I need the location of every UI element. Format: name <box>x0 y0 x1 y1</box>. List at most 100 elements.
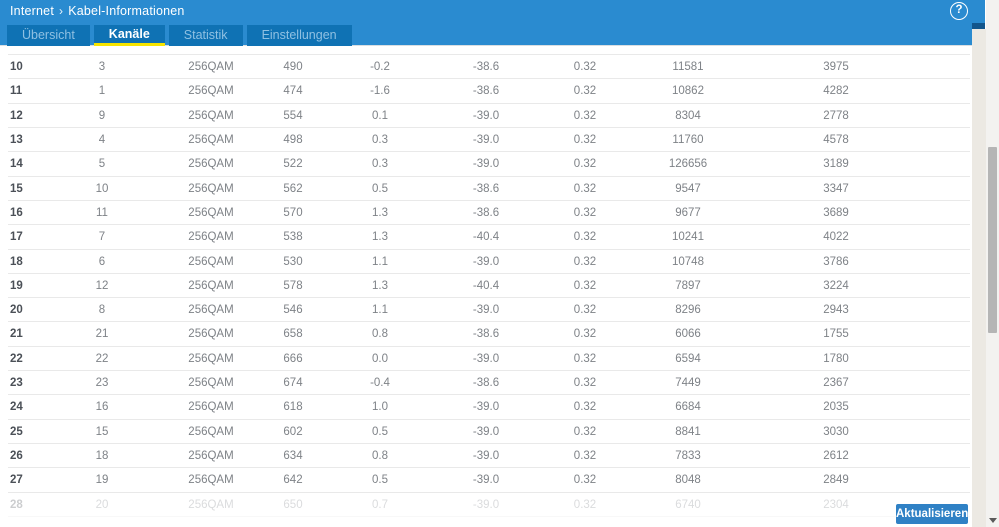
table-cell: 12 <box>10 109 23 122</box>
tab-statistik[interactable]: Statistik <box>168 25 243 46</box>
table-cell: 570 <box>283 206 303 219</box>
table-cell: 19 <box>95 474 109 487</box>
table-cell: 2612 <box>823 450 849 462</box>
table-cell: 16 <box>95 401 109 414</box>
table-cell: 1.3 <box>372 231 388 244</box>
table-cell: 1.1 <box>372 304 388 317</box>
table-cell: 0.1 <box>372 109 388 122</box>
table-cell: 674 <box>283 377 303 390</box>
table-cell: -39.0 <box>472 158 500 171</box>
table-cell: 0.32 <box>573 61 597 73</box>
table-row: 14 5 256QAM 522 0.3 -39.0 0.32 126656 31… <box>8 152 970 177</box>
table-cell: 7833 <box>675 450 701 462</box>
breadcrumb-section: Internet <box>10 4 54 18</box>
table-cell: 498 <box>283 133 303 146</box>
table-cell: 15 <box>10 182 23 195</box>
table-cell: 546 <box>283 304 303 317</box>
table-cell: 22 <box>10 352 23 365</box>
breadcrumb-page: Kabel-Informationen <box>68 4 185 18</box>
table-cell: 256QAM <box>188 109 234 122</box>
table-cell: 0.32 <box>573 255 597 268</box>
table-row: 19 12 256QAM 578 1.3 -40.4 0.32 7897 322… <box>8 274 970 299</box>
table-cell: 256QAM <box>188 255 234 268</box>
table-cell: 9677 <box>675 206 701 219</box>
table-cell: 27 <box>10 474 23 487</box>
table-cell: 4578 <box>823 133 849 146</box>
table-cell: 11 <box>96 206 108 219</box>
vertical-scrollbar[interactable] <box>986 0 999 527</box>
table-cell: 8841 <box>675 425 701 438</box>
table-cell: 0.32 <box>573 85 597 98</box>
table-cell: 0.32 <box>573 182 597 195</box>
help-icon[interactable]: ? <box>950 2 968 20</box>
table-cell: 0.3 <box>372 133 388 146</box>
right-gutter <box>972 29 986 527</box>
table-cell: 0.32 <box>573 498 597 511</box>
table-cell: -0.2 <box>370 61 390 73</box>
table-cell: 25 <box>10 425 23 438</box>
table-cell: 256QAM <box>188 304 234 317</box>
table-cell: 0.32 <box>573 328 597 341</box>
table-cell: 634 <box>283 450 303 462</box>
table-cell: 530 <box>283 255 303 268</box>
scrollbar-thumb[interactable] <box>988 147 997 333</box>
table-cell: 6 <box>98 255 106 268</box>
table-cell: 2943 <box>823 304 849 317</box>
table-cell: 0.32 <box>573 206 597 219</box>
table-cell: 8296 <box>675 304 701 317</box>
refresh-button[interactable]: Aktualisieren <box>896 504 968 524</box>
table-cell: 10748 <box>672 255 704 268</box>
table-cell: -40.4 <box>472 279 500 292</box>
tab-einstellungen[interactable]: Einstellungen <box>246 25 352 46</box>
table-cell: 3689 <box>823 206 849 219</box>
table-row: 20 8 256QAM 546 1.1 -39.0 0.32 8296 2943 <box>8 298 970 323</box>
breadcrumb: Internet › Kabel-Informationen <box>10 0 185 23</box>
partial-row-top <box>8 46 970 55</box>
table-cell: -38.6 <box>472 377 500 390</box>
table-cell: 4 <box>98 133 106 146</box>
table-cell: 256QAM <box>188 133 234 146</box>
table-row: 18 6 256QAM 530 1.1 -39.0 0.32 10748 378… <box>8 250 970 274</box>
table-cell: -39.0 <box>472 474 500 487</box>
table-cell: 28 <box>10 498 23 511</box>
table-cell: 256QAM <box>188 425 234 438</box>
table-cell: 24 <box>10 401 23 414</box>
table-cell: -39.0 <box>472 133 500 146</box>
table-cell: 0.32 <box>573 158 597 171</box>
table-cell: 0.32 <box>573 377 597 390</box>
table-cell: 3030 <box>823 425 849 438</box>
table-cell: 3189 <box>823 158 849 171</box>
table-cell: 23 <box>95 377 109 390</box>
table-cell: 3224 <box>823 279 849 292</box>
table-cell: 8304 <box>675 109 701 122</box>
table-cell: 10 <box>10 61 23 73</box>
table-cell: 0.32 <box>573 352 597 365</box>
table-cell: 0.5 <box>372 182 388 195</box>
table-cell: 1.1 <box>372 255 388 268</box>
table-cell: 256QAM <box>188 474 234 487</box>
table-cell: 18 <box>95 450 109 462</box>
table-cell: 256QAM <box>188 279 234 292</box>
table-cell: -39.0 <box>472 304 500 317</box>
tab-uebersicht[interactable]: Übersicht <box>7 25 90 46</box>
table-cell: 642 <box>283 474 303 487</box>
table-cell: 2304 <box>823 498 849 511</box>
table-cell: 21 <box>10 328 23 341</box>
table-cell: 256QAM <box>188 61 234 73</box>
table-cell: 7 <box>98 231 106 244</box>
table-cell: 21 <box>95 328 109 341</box>
table-row: 13 4 256QAM 498 0.3 -39.0 0.32 11760 457… <box>8 128 970 153</box>
table-cell: 10241 <box>672 231 704 244</box>
table-cell: -39.0 <box>472 498 500 511</box>
table-cell: 1 <box>98 85 106 98</box>
scroll-down-arrow-icon[interactable] <box>989 518 997 523</box>
tab-kanaele[interactable]: Kanäle <box>93 25 165 46</box>
table-cell: 20 <box>10 304 23 317</box>
table-cell: 18 <box>10 255 23 268</box>
table-cell: -38.6 <box>472 61 500 73</box>
table-cell: 1.3 <box>372 279 388 292</box>
table-cell: 256QAM <box>188 377 234 390</box>
table-row: 12 9 256QAM 554 0.1 -39.0 0.32 8304 2778 <box>8 104 970 128</box>
table-cell: 0.8 <box>372 328 388 341</box>
